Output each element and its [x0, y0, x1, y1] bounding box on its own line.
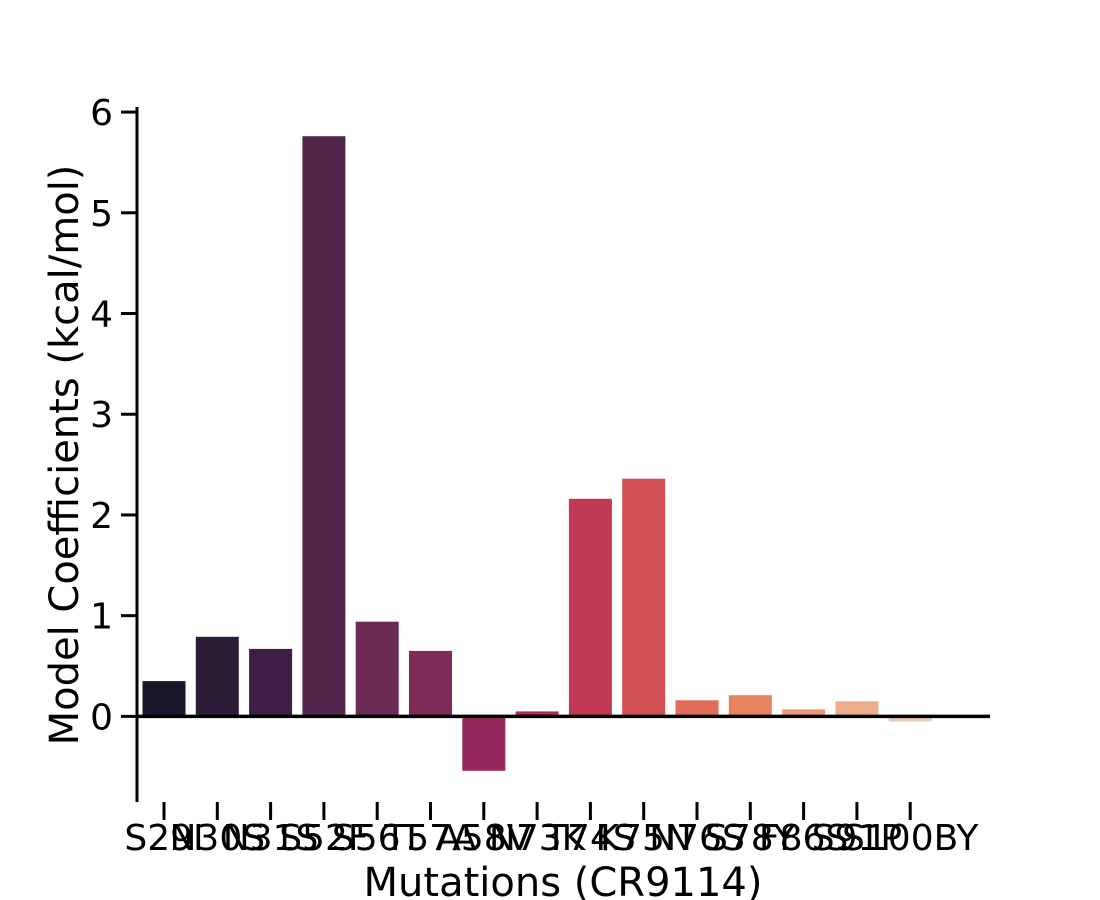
- x-tick-label-t57a: T57A: [383, 818, 477, 859]
- bar-k75n: [622, 478, 666, 717]
- x-tick-label-n73k: N73K: [489, 818, 587, 859]
- bar-t57a: [409, 650, 452, 717]
- bar-s91p: [835, 701, 879, 717]
- x-tick-label-s78y: S78Y: [705, 818, 797, 859]
- x-axis-ticks: S29IN30SN31SS52FS56TT57AA58VN73KT74SK75N…: [124, 802, 979, 859]
- bar-t74s: [568, 498, 612, 717]
- bar-n76s: [675, 700, 719, 717]
- x-tick-label-k75n: K75N: [596, 818, 692, 859]
- bar-s78y: [728, 695, 772, 717]
- y-axis-title: Model Coefficients (kcal/mol): [42, 165, 88, 746]
- y-tick-label: 1: [90, 597, 113, 638]
- x-tick-label-f86s: F86S: [759, 818, 848, 859]
- x-tick-label-s91p: S91P: [812, 818, 902, 859]
- bar-s29i: [142, 681, 186, 717]
- bar-s56t: [355, 621, 399, 717]
- y-tick-label: 2: [90, 496, 113, 537]
- bar-n31s: [249, 648, 293, 717]
- x-tick-label-n31s: N31S: [223, 818, 319, 859]
- bar-f86s: [782, 709, 826, 717]
- bar-n73k: [515, 711, 559, 717]
- y-tick-label: 4: [90, 295, 113, 336]
- x-tick-label-n30s: N30S: [170, 818, 266, 859]
- x-tick-label-s29i: S29I: [124, 818, 203, 859]
- y-tick-label: 5: [90, 194, 113, 235]
- y-tick-label: 3: [90, 395, 113, 436]
- bar-a58v: [462, 716, 506, 771]
- bar-n30s: [195, 636, 239, 717]
- x-tick-label-n76s: N76S: [649, 818, 745, 859]
- bar-s100by: [888, 716, 932, 722]
- x-tick-label-s52f: S52F: [279, 818, 368, 859]
- bars: [142, 136, 932, 771]
- y-tick-label: 6: [90, 93, 113, 134]
- x-axis-title: Mutations (CR9114): [364, 860, 763, 900]
- y-axis-ticks: 0 1 2 3 4 5 6: [90, 93, 137, 738]
- x-tick-label-s100by: S100BY: [842, 818, 979, 859]
- x-tick-label-s56t: S56T: [332, 818, 424, 859]
- bar-s52f: [302, 136, 346, 717]
- x-tick-label-a58v: A58V: [436, 818, 531, 859]
- x-tick-label-t74s: T74S: [544, 818, 636, 859]
- y-tick-label: 0: [90, 697, 113, 738]
